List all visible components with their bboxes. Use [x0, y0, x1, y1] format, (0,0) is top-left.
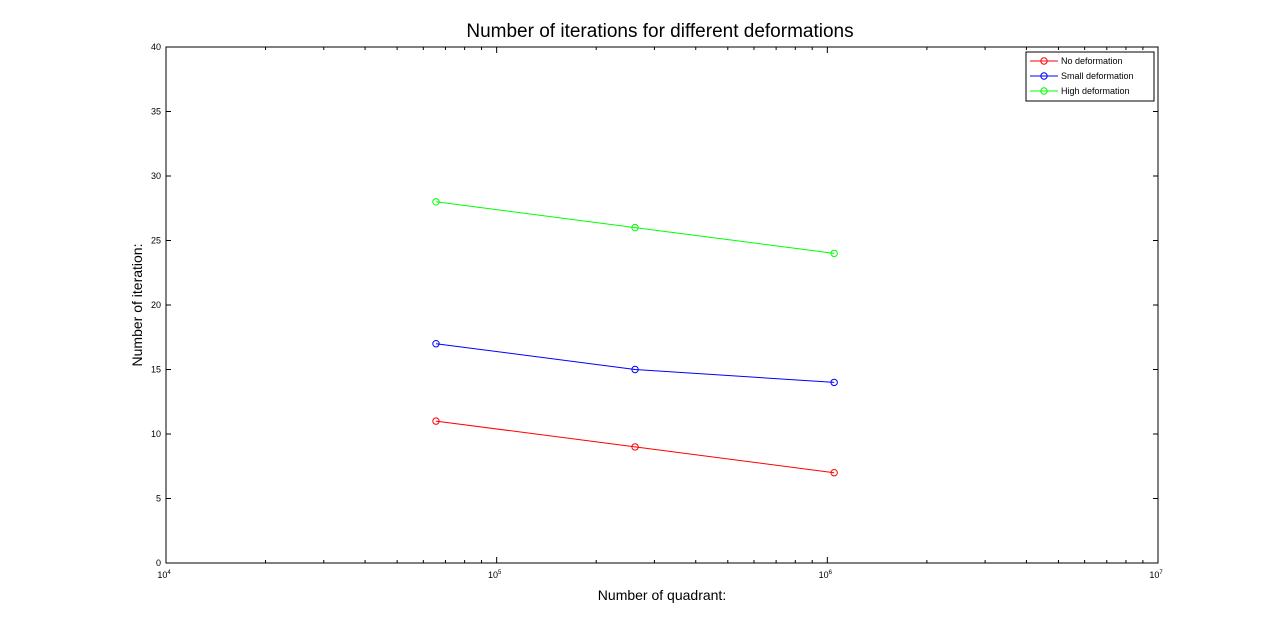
y-tick-label: 30 [151, 171, 161, 181]
x-axis-ticks: 104 105 106 107 [157, 47, 1163, 580]
legend-swatch-marker [1040, 57, 1048, 65]
legend: No deformation Small deformation High defo… [1025, 51, 1155, 102]
series-line-1 [435, 343, 835, 383]
x-tick-base: 10 [1149, 570, 1159, 580]
data-point [631, 365, 639, 374]
x-tick-exponent: 4 [167, 570, 171, 576]
legend-swatch-marker [1040, 72, 1048, 80]
data-point [830, 469, 838, 477]
y-tick-label: 5 [156, 494, 161, 504]
data-point [631, 443, 639, 451]
legend-entry-label: No deformation [1061, 56, 1123, 66]
legend-entry-label: High deformation [1061, 86, 1130, 96]
data-point [432, 198, 440, 206]
y-axis-label: Number of iteration: [129, 244, 145, 367]
x-tick-base: 10 [157, 570, 167, 580]
y-axis-ticks: 0 5 10 15 20 25 30 35 40 [151, 42, 1158, 568]
y-tick-label: 10 [151, 429, 161, 439]
series-line-0 [435, 420, 835, 474]
y-tick-label: 35 [151, 107, 161, 117]
data-point [432, 340, 440, 348]
x-tick-label: 107 [1149, 570, 1163, 580]
legend-swatch-marker [1040, 87, 1048, 95]
plot-area [165, 46, 1159, 564]
y-tick-label: 15 [151, 365, 161, 375]
y-tick-label: 25 [151, 236, 161, 246]
data-point [631, 223, 639, 232]
y-tick-label: 20 [151, 300, 161, 310]
chart-title: Number of iterations for different defor… [466, 21, 853, 42]
data-point [432, 417, 440, 425]
data-point [830, 249, 838, 258]
x-tick-label: 106 [819, 570, 833, 580]
y-tick-label: 0 [156, 558, 161, 568]
series-layer [432, 198, 838, 477]
y-tick-label: 40 [151, 42, 161, 52]
data-point [830, 378, 838, 387]
x-tick-exponent: 6 [829, 570, 833, 576]
x-tick-exponent: 7 [1159, 570, 1163, 576]
legend-entry-label: Small deformation [1061, 71, 1134, 81]
x-tick-label: 105 [488, 570, 502, 580]
x-tick-exponent: 5 [498, 570, 502, 576]
series-line-2 [435, 201, 835, 254]
x-axis-label: Number of quadrant: [598, 587, 726, 603]
x-tick-label: 104 [157, 570, 171, 580]
x-tick-base: 10 [488, 570, 498, 580]
x-tick-base: 10 [819, 570, 829, 580]
